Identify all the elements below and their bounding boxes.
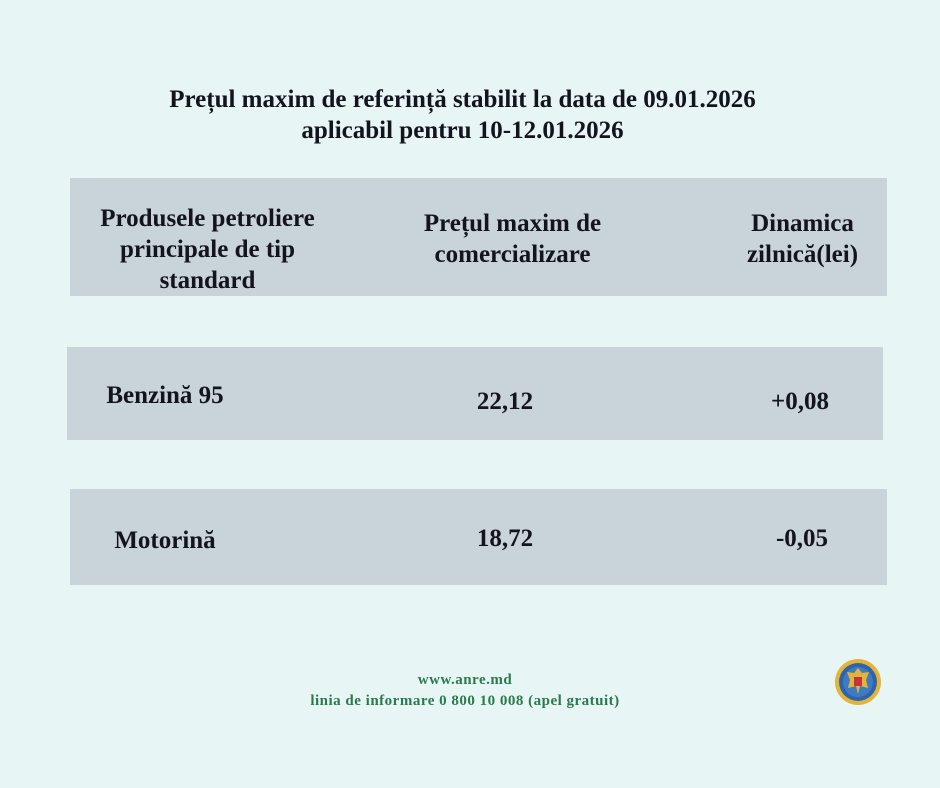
row-change: -0,05 xyxy=(775,525,829,552)
title-line-2: aplicabil pentru 10-12.01.2026 xyxy=(301,117,624,144)
row-product: Motorină xyxy=(114,527,216,554)
website-link[interactable]: www.anre.md xyxy=(417,672,513,688)
row-product: Benzină 95 xyxy=(106,382,224,409)
header-product: Produsele petroliere principale de tip s… xyxy=(100,205,315,294)
title-line-1: Prețul maxim de referință stabilit la da… xyxy=(169,86,756,113)
page-title: Prețul maxim de referință stabilit la da… xyxy=(0,84,925,146)
header-change: Dinamica zilnică(lei) xyxy=(746,210,859,268)
table-header-row xyxy=(70,178,887,296)
footer: www.anre.md linia de informare 0 800 10 … xyxy=(200,670,730,712)
row-price: 18,72 xyxy=(476,525,534,552)
table-row xyxy=(70,489,887,585)
moldova-coat-of-arms-seal-icon xyxy=(835,659,881,705)
row-change: +0,08 xyxy=(771,388,829,415)
hotline-text: linia de informare 0 800 10 008 (apel gr… xyxy=(310,693,620,709)
table-row xyxy=(67,347,883,440)
header-price: Prețul maxim de comercializare xyxy=(423,210,602,268)
row-price: 22,12 xyxy=(476,388,534,415)
